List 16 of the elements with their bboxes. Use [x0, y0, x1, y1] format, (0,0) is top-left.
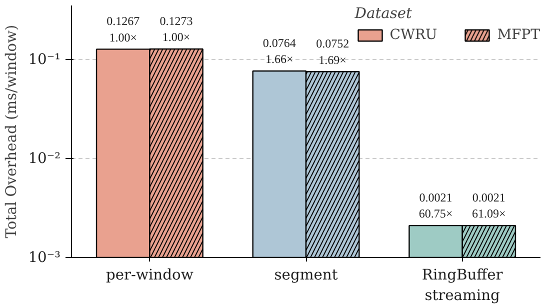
y-tick-label: 10⁻³	[28, 249, 61, 266]
legend-label: MFPT	[497, 27, 540, 43]
x-tick-label: RingBuffer streaming	[422, 266, 503, 304]
legend-title: Dataset	[354, 5, 413, 22]
data-label: 0.0752 1.69×	[316, 36, 350, 67]
data-label: 0.1267 1.00×	[106, 14, 140, 44]
data-label: 0.0021 61.09×	[472, 190, 506, 221]
data-label: 0.0021 60.75×	[418, 190, 453, 221]
y-tick-label: 10⁻¹	[28, 50, 61, 68]
legend-label: CWRU	[390, 27, 438, 43]
data-label: 0.0764 1.66×	[262, 36, 296, 66]
x-tick-label: segment	[274, 266, 338, 284]
data-label: 0.1273 1.00×	[160, 14, 193, 44]
y-tick-label: 10⁻²	[28, 150, 61, 167]
x-tick-label: per-window	[106, 266, 194, 284]
y-axis-title: Total Overhead (ms/window)	[3, 24, 20, 238]
